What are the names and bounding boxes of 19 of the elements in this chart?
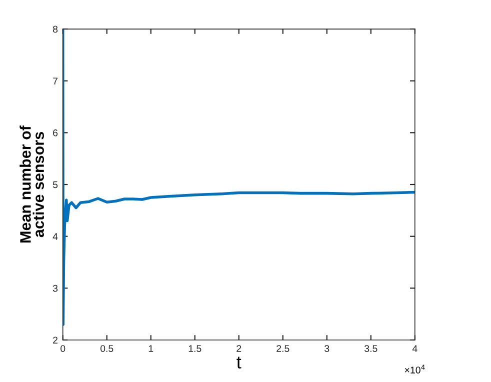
x-axis-title: t [236,356,242,369]
y-tick-label: 6 [53,129,58,136]
x-tick-label: 0 [60,345,66,352]
text: ×10$^{4}$ [404,364,425,374]
y-axis-title: Mean number of active sensors [20,125,44,242]
x-tick-label: 0.5 [100,345,114,352]
x-tick-label: 2.5 [276,345,290,352]
y-tick-label: 8 [53,26,58,33]
y-tick-label: 3 [52,284,58,292]
y-tick-label: 2 [53,336,58,344]
x-tick-label: 4 [412,345,418,352]
x-tick-label: 2 [236,345,242,352]
x-tick-label: 1 [148,345,154,352]
x-tick-label: 3 [324,345,330,352]
y-tick-label: 4 [52,233,58,240]
x-tick-label: 3.5 [364,345,378,352]
y-tick-label: 5 [52,181,58,188]
x-tick-label: 1.5 [188,345,202,352]
y-tick-label: 7 [53,78,58,84]
